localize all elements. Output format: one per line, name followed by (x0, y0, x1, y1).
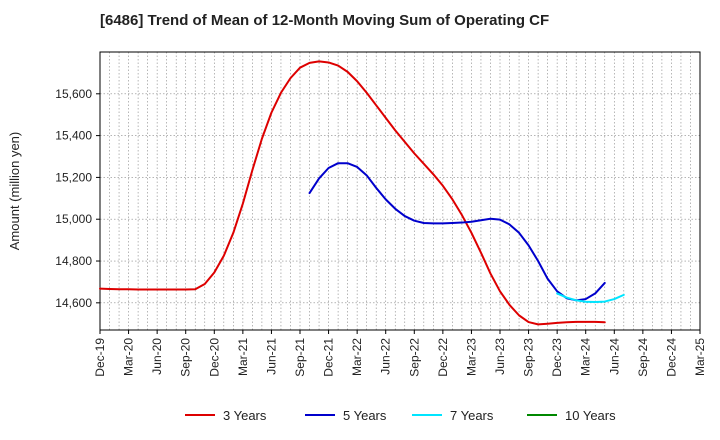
x-tick-label: Sep-23 (522, 338, 536, 377)
legend-label: 10 Years (565, 408, 616, 423)
x-tick-label: Sep-20 (179, 338, 193, 377)
legend-label: 5 Years (343, 408, 387, 423)
y-tick-label: 15,400 (55, 129, 92, 143)
y-tick-label: 14,600 (55, 296, 92, 310)
legend-label: 7 Years (450, 408, 494, 423)
x-tick-label: Mar-24 (579, 338, 593, 376)
x-tick-label: Dec-22 (436, 338, 450, 377)
x-tick-label: Jun-23 (493, 338, 507, 375)
legend-item-5-years: 5 Years (305, 408, 387, 423)
x-tick-label: Mar-23 (464, 338, 478, 376)
x-tick-label: Dec-19 (93, 338, 107, 377)
x-tick-label: Mar-21 (236, 338, 250, 376)
x-tick-label: Jun-24 (607, 338, 621, 375)
x-tick-label: Dec-24 (664, 338, 678, 377)
legend-item-3-years: 3 Years (185, 408, 267, 423)
y-tick-label: 15,600 (55, 87, 92, 101)
x-tick-label: Mar-22 (350, 338, 364, 376)
x-tick-label: Sep-22 (407, 338, 421, 377)
x-tick-label: Dec-21 (322, 338, 336, 377)
x-tick-label: Sep-21 (293, 338, 307, 377)
series-line-7-years (556, 292, 625, 303)
legend-label: 3 Years (223, 408, 267, 423)
grid-layer (100, 52, 700, 330)
x-tick-label: Dec-20 (207, 338, 221, 377)
y-axis-ticks: 14,600 14,800 15,000 15,200 15,400 15,600 (55, 87, 100, 310)
x-tick-label: Jun-21 (264, 338, 278, 375)
series-layer (99, 60, 625, 326)
y-tick-label: 14,800 (55, 254, 92, 268)
legend-item-10-years: 10 Years (527, 408, 616, 423)
x-tick-label: Mar-25 (693, 338, 707, 376)
x-axis-ticks: Dec-19 Mar-20 Jun-20 Sep-20 Dec-20 Mar-21 Jun-… (93, 330, 707, 377)
x-tick-label: Sep-24 (636, 338, 650, 377)
series-line-5-years (308, 162, 606, 302)
y-tick-label: 15,200 (55, 170, 92, 184)
legend-item-7-years: 7 Years (412, 408, 494, 423)
x-tick-label: Jun-22 (379, 338, 393, 375)
y-tick-label: 15,000 (55, 212, 92, 226)
x-tick-label: Dec-23 (550, 338, 564, 377)
x-tick-label: Mar-20 (122, 338, 136, 376)
y-axis-label: Amount (million yen) (7, 132, 22, 251)
x-tick-label: Jun-20 (150, 338, 164, 375)
plot-frame (99, 51, 701, 331)
series-line-3-years (99, 60, 606, 326)
legend: 3 Years 5 Years 7 Years 10 Years (185, 408, 616, 423)
chart-title: [6486] Trend of Mean of 12-Month Moving … (100, 12, 550, 29)
